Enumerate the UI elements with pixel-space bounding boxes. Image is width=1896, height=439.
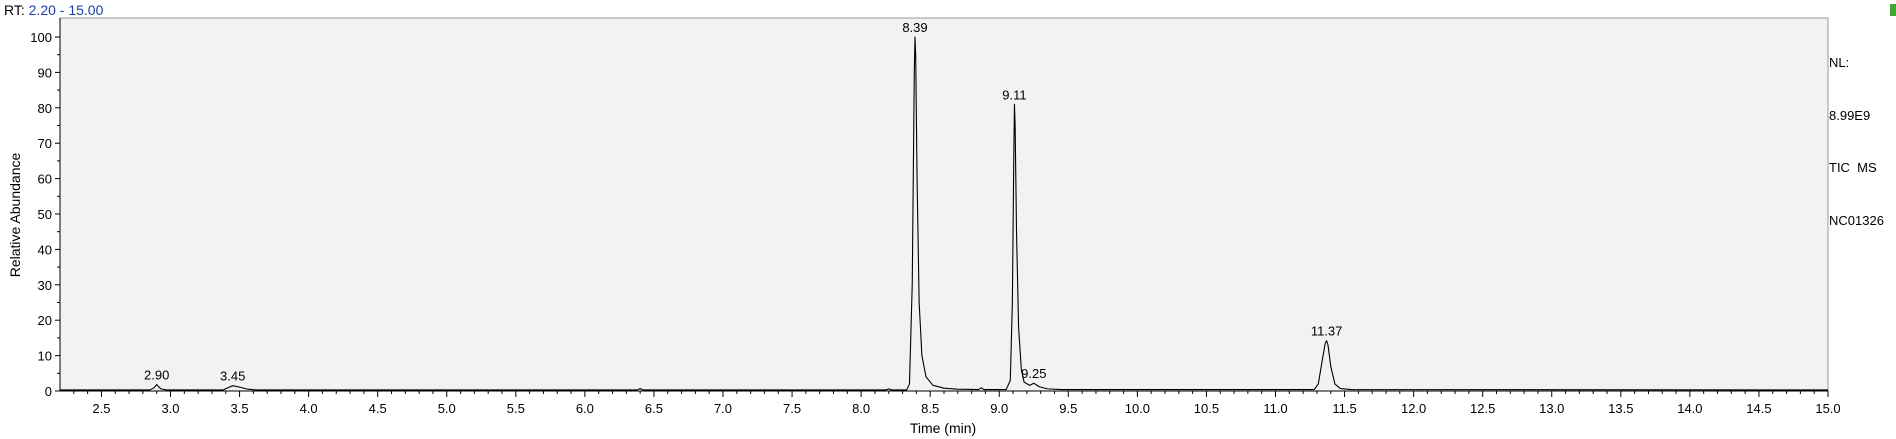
rt-range-value: 2.20 - 15.00 — [28, 2, 104, 18]
x-tick-label: 3.0 — [161, 401, 179, 416]
x-tick-label: 5.5 — [507, 401, 525, 416]
y-tick-label: 70 — [38, 136, 52, 151]
x-tick-label: 9.5 — [1059, 401, 1077, 416]
x-tick-label: 10.0 — [1125, 401, 1150, 416]
peak-label-layer: 2.90 3.45 8.39 9.11 9.25 11.37 — [144, 20, 1342, 384]
series-layer — [60, 36, 1829, 391]
peak-label: 2.90 — [144, 368, 169, 383]
y-tick-label: 0 — [45, 384, 52, 399]
x-tick-label: 14.0 — [1677, 401, 1702, 416]
x-tick-label: 14.5 — [1746, 401, 1771, 416]
x-tick-label: 7.5 — [783, 401, 801, 416]
corner-marker-icon[interactable] — [1890, 4, 1896, 16]
nl-label: NL: — [1829, 55, 1850, 70]
plot-area — [59, 17, 1829, 392]
x-tick-label: 6.5 — [645, 401, 663, 416]
x-tick-label: 3.5 — [231, 401, 249, 416]
nl-value: 8.99E9 — [1829, 107, 1871, 123]
x-tick-label: 5.0 — [438, 401, 456, 416]
y-tick-label: 100 — [30, 30, 52, 45]
peak-label: 3.45 — [220, 369, 245, 384]
chromatogram-trace — [60, 36, 1829, 391]
x-tick-label: 12.0 — [1401, 401, 1426, 416]
y-tick-label: 90 — [38, 65, 52, 80]
y-tick-label: 20 — [38, 313, 52, 328]
y-tick-label: 40 — [38, 242, 52, 257]
peak-label: 11.37 — [1311, 324, 1343, 339]
y-tick-label: 60 — [38, 172, 52, 187]
x-tick-label: 12.5 — [1470, 401, 1495, 416]
x-tick-label: 6.0 — [576, 401, 594, 416]
peak-label: 8.39 — [902, 20, 927, 35]
peak-label: 9.11 — [1002, 87, 1026, 102]
sample-name: NC01326 — [1829, 212, 1884, 228]
x-tick-label: 4.0 — [300, 401, 318, 416]
y-tick-label: 30 — [38, 278, 52, 293]
y-axis-label: Relative Abundance — [7, 153, 23, 278]
scan-filter: TIC MS — [1829, 160, 1877, 175]
rt-range-header: RT: 2.20 - 15.00 — [4, 2, 103, 18]
x-tick-label: 11.5 — [1332, 401, 1356, 416]
y-axis: 0 10 20 30 40 50 60 70 80 90 100 — [30, 18, 61, 399]
peak-label: 9.25 — [1021, 366, 1046, 381]
x-tick-label: 13.5 — [1608, 401, 1633, 416]
y-tick-label: 10 — [38, 349, 52, 364]
y-tick-label: 50 — [38, 207, 52, 222]
x-tick-label: 4.5 — [369, 401, 387, 416]
x-tick-label: 10.5 — [1194, 401, 1219, 416]
x-axis: 2.5 3.0 3.5 4.0 4.5 5.0 5.5 6.0 6.5 7.0 7.5 8.0 8.5 9… — [60, 390, 1841, 416]
x-tick-label: 8.5 — [921, 401, 939, 416]
rt-label: RT: — [4, 2, 25, 18]
x-tick-label: 15.0 — [1815, 401, 1840, 416]
x-axis-label: Time (min) — [910, 420, 976, 436]
x-tick-label: 13.0 — [1539, 401, 1564, 416]
y-tick-label: 80 — [38, 101, 52, 116]
x-tick-label: 2.5 — [92, 401, 110, 416]
x-tick-label: 11.0 — [1263, 401, 1287, 416]
x-tick-label: 7.0 — [714, 401, 732, 416]
x-tick-label: 8.0 — [852, 401, 870, 416]
info-box: NL: 8.99E9 TIC MS NC01326 — [1829, 19, 1884, 247]
x-tick-label: 9.0 — [990, 401, 1008, 416]
